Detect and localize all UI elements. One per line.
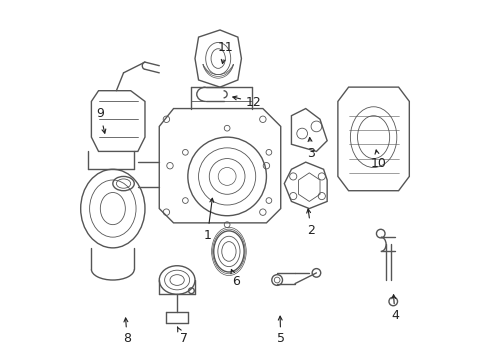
Text: 11: 11 [218, 41, 233, 63]
Polygon shape [92, 91, 145, 152]
Polygon shape [298, 173, 320, 202]
Polygon shape [195, 30, 242, 87]
Text: 2: 2 [307, 209, 315, 237]
Text: 9: 9 [97, 107, 106, 133]
Text: 3: 3 [307, 138, 315, 160]
Polygon shape [338, 87, 409, 191]
Polygon shape [292, 109, 327, 152]
Polygon shape [284, 162, 327, 208]
Text: 12: 12 [233, 96, 262, 109]
Text: 7: 7 [177, 327, 188, 346]
Text: 1: 1 [203, 198, 214, 242]
Text: 5: 5 [277, 316, 285, 346]
Text: 10: 10 [371, 150, 387, 170]
Text: 6: 6 [231, 269, 240, 288]
Ellipse shape [81, 169, 145, 248]
Text: 4: 4 [391, 295, 399, 322]
Polygon shape [159, 109, 281, 223]
Text: 8: 8 [123, 318, 131, 346]
